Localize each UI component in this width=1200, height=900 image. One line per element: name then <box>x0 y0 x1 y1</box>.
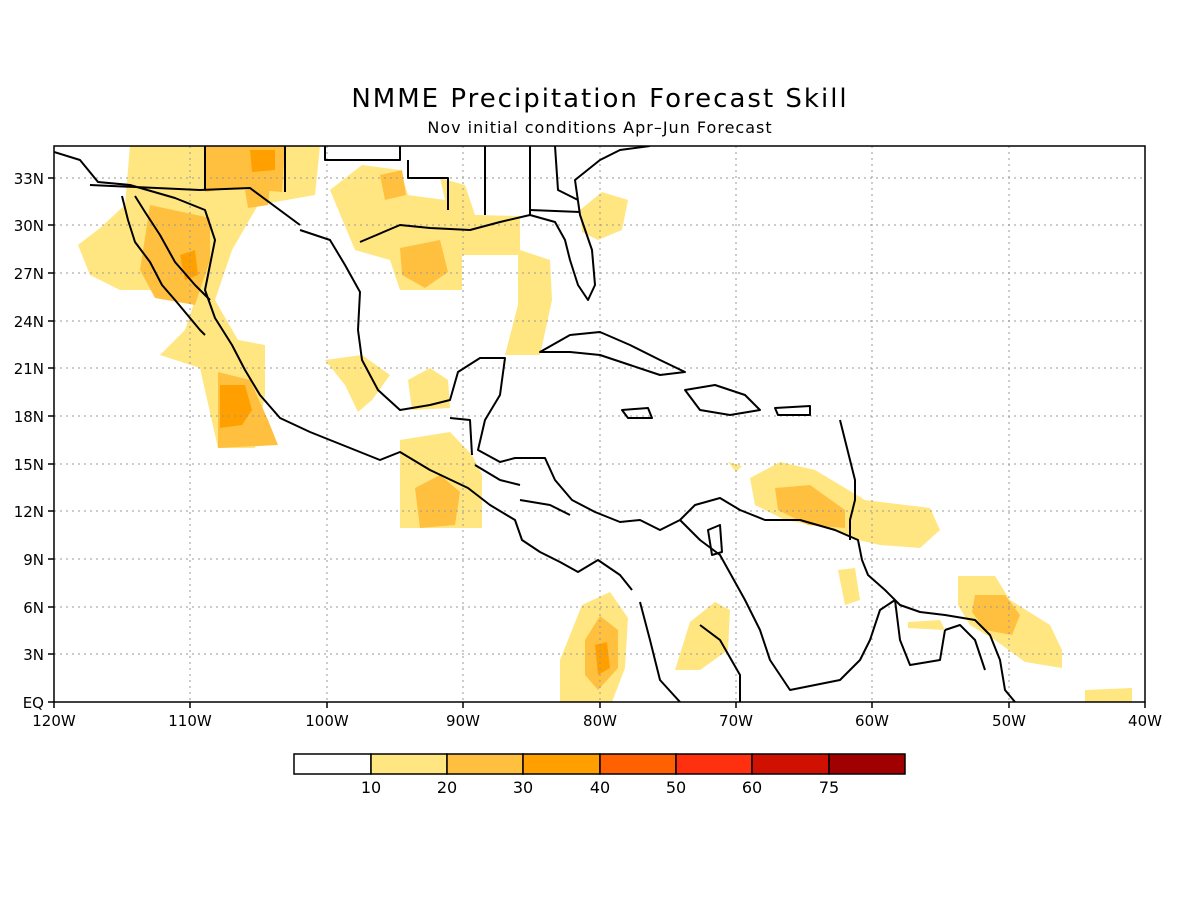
lon-label: 40W <box>1128 712 1162 730</box>
chart-subtitle: Nov initial conditions Apr–Jun Forecast <box>427 118 773 137</box>
tick-marks <box>48 177 1146 708</box>
colorbar-swatch <box>370 753 448 775</box>
lat-label: 21N <box>14 360 44 378</box>
lon-label: 70W <box>719 712 753 730</box>
lat-label: 12N <box>14 503 44 521</box>
lat-label: 15N <box>14 456 44 474</box>
colorbar-swatch <box>751 753 830 775</box>
chart-title: NMME Precipitation Forecast Skill <box>351 84 849 114</box>
lat-label: 6N <box>23 599 44 617</box>
lon-label: 100W <box>305 712 349 730</box>
lat-label: 18N <box>14 408 44 426</box>
colorbar-label: 60 <box>742 778 762 797</box>
colorbar-swatch <box>293 753 372 775</box>
lon-label: 50W <box>992 712 1026 730</box>
lon-label: 90W <box>446 712 480 730</box>
colorbar-label: 40 <box>590 778 610 797</box>
lat-label: 30N <box>14 217 44 235</box>
colorbar-label: 30 <box>513 778 533 797</box>
graticule <box>54 146 1145 702</box>
colorbar-label: 50 <box>666 778 686 797</box>
lon-label: 80W <box>583 712 617 730</box>
lon-label: 110W <box>168 712 212 730</box>
lat-label: 9N <box>23 551 44 569</box>
colorbar-swatch <box>828 753 906 775</box>
lon-label: 120W <box>32 712 76 730</box>
lat-label: 33N <box>14 170 44 188</box>
colorbar: 10 20 30 40 50 60 75 <box>293 753 906 797</box>
colorbar-label: 20 <box>437 778 457 797</box>
colorbar-swatch <box>599 753 677 775</box>
colorbar-label: 10 <box>361 778 381 797</box>
skill-20-30-regions <box>140 146 1020 690</box>
colorbar-swatch <box>522 753 601 775</box>
lon-label: 60W <box>855 712 889 730</box>
skill-shading <box>78 146 1132 702</box>
colorbar-swatch <box>675 753 753 775</box>
lat-label: 27N <box>14 265 44 283</box>
colorbar-label: 75 <box>819 778 839 797</box>
lat-label: 24N <box>14 313 44 331</box>
coastlines <box>54 146 1016 702</box>
lat-label: EQ <box>23 694 44 712</box>
colorbar-swatch <box>446 753 524 775</box>
lat-label: 3N <box>23 646 44 664</box>
